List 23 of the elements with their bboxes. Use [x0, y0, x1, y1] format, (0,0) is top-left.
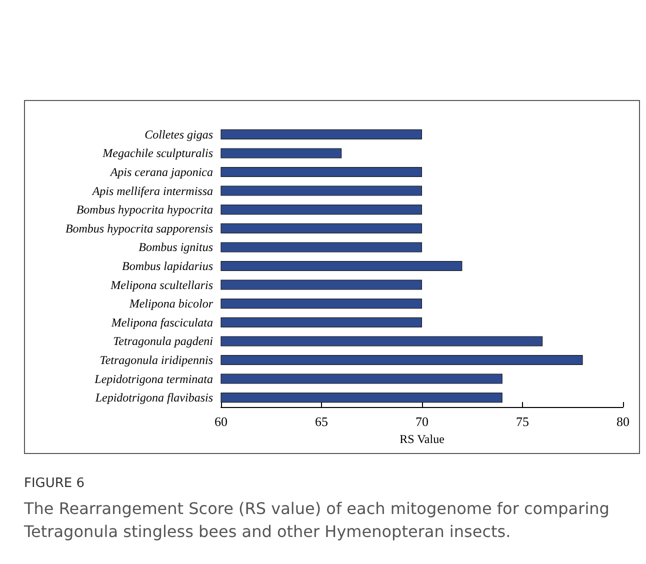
- y-tick-label: Bombus lapidarius: [122, 259, 214, 273]
- x-tick-label: 80: [616, 414, 630, 429]
- y-tick-label: Melipona scultellaris: [110, 278, 214, 292]
- x-tick-label: 75: [516, 414, 529, 429]
- y-tick-label: Tetragonula iridipennis: [100, 353, 214, 367]
- y-tick-label: Lepidotrigona terminata: [94, 372, 213, 386]
- x-tick-label: 60: [214, 414, 228, 429]
- x-axis-title: RS Value: [400, 432, 444, 446]
- y-tick-label: Bombus ignitus: [138, 240, 214, 254]
- y-tick-label: Melipona bicolor: [128, 296, 214, 311]
- x-tick-label: 65: [315, 414, 328, 429]
- y-tick-label: Tetragonula pagdeni: [113, 334, 213, 348]
- text: The Rearrangement Score (RS value) of each mitogenome for comparing Tetragonula stingless bees and other Hymenopteran insects.: [24, 498, 610, 543]
- y-tick-label: Bombus hypocrita sapporensis: [65, 221, 214, 236]
- y-tick-label: Melipona fasciculata: [110, 315, 213, 330]
- y-tick-label: Bombus hypocrita hypocrita: [76, 202, 213, 217]
- x-tick-label: 70: [416, 414, 428, 429]
- y-tick-label: Apis mellifera intermissa: [91, 184, 213, 198]
- caption: FIGURE 6: [24, 476, 86, 491]
- y-tick-label: Apis cerana japonica: [109, 165, 213, 179]
- y-tick-label: Megachile sculpturalis: [102, 146, 214, 160]
- y-tick-label: Lepidotrigona flavibasis: [94, 390, 214, 405]
- y-tick-label: Colletes gigas: [144, 127, 214, 142]
